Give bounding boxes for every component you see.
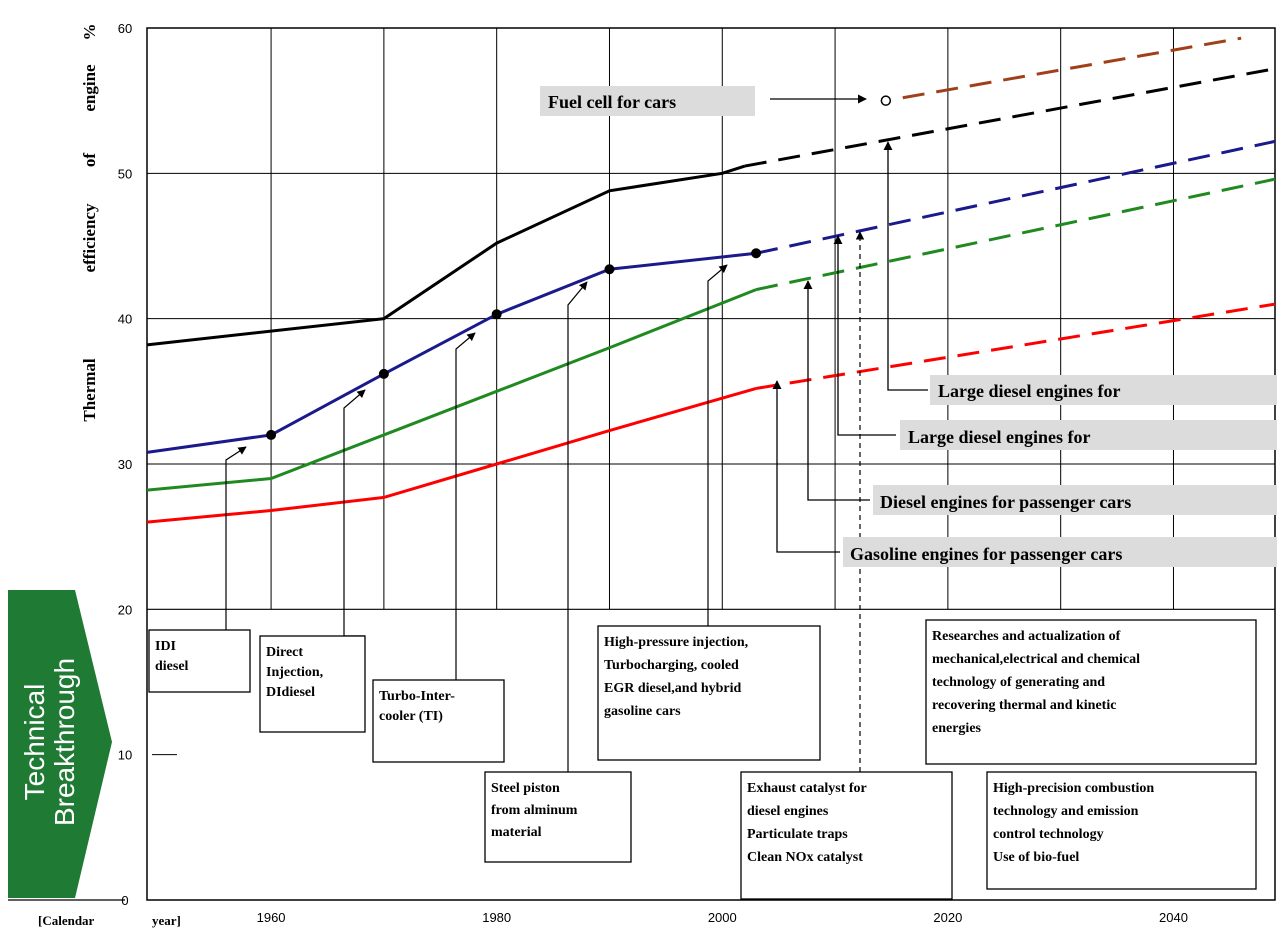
data-point: [751, 248, 762, 259]
series-line-solid: [146, 288, 757, 492]
technical-breakthrough-line: Technical: [19, 684, 50, 801]
breakthrough-note-line: technology of generating and: [932, 675, 1105, 690]
legend-label: Gasoline engines for passenger cars: [850, 544, 1122, 564]
y-tick-label: 30: [118, 457, 132, 472]
breakthrough-note-line: diesel engines: [747, 804, 829, 819]
legend-label: Fuel cell for cars: [548, 92, 676, 112]
y-tick-label: 20: [118, 602, 132, 617]
x-tick-label: 2020: [933, 910, 962, 925]
breakthrough-note-line: technology and emission: [993, 804, 1139, 819]
breakthrough-note-line: High-precision combustion: [993, 781, 1154, 796]
breakthrough-note-line: cooler (TI): [379, 709, 443, 724]
note-connector: [455, 332, 476, 680]
breakthrough-note-line: High-pressure injection,: [604, 635, 748, 650]
note-connector: [343, 389, 366, 637]
note-connector: [707, 264, 728, 626]
series-line-solid: [146, 386, 757, 524]
breakthrough-note-line: Researches and actualization of: [932, 629, 1121, 644]
legend-label: Large diesel engines for: [938, 381, 1120, 401]
y-axis-label: Thermal: [80, 358, 99, 422]
notes-layer: IDI diesel Direct Injection, DIdiesel Turbo-I…: [148, 619, 1257, 900]
breakthrough-note-line: from alminum: [491, 803, 578, 818]
data-point: [266, 429, 277, 440]
breakthrough-note-box: [925, 619, 1257, 765]
breakthrough-note-box: [372, 679, 505, 763]
breakthrough-note-line: material: [491, 825, 542, 840]
series-line-dashed: [902, 36, 1242, 100]
data-point: [378, 368, 389, 379]
breakthrough-note-line: energies: [932, 721, 982, 736]
y-axis-label: efficiency: [80, 203, 99, 272]
breakthrough-note-line: gasoline cars: [604, 704, 681, 719]
data-point: [604, 264, 615, 275]
y-tick-label: 60: [118, 21, 132, 36]
x-axis-label: year]: [152, 913, 181, 928]
breakthrough-note-line: EGR diesel,and hybrid: [604, 681, 742, 696]
breakthrough-note-line: Direct: [266, 645, 303, 660]
y-tick-label: 50: [118, 166, 132, 181]
legend-connector: [833, 235, 896, 436]
legend-label-box: [900, 420, 1277, 450]
legend-label: Diesel engines for passenger cars: [880, 492, 1131, 512]
legend-label-box: [843, 537, 1277, 567]
breakthrough-note-box: [259, 635, 366, 733]
y-axis-label: %: [80, 24, 99, 41]
y-axis-label: of: [80, 153, 99, 168]
series-line-solid: [146, 251, 757, 454]
breakthrough-note-line: Injection,: [266, 665, 323, 680]
breakthrough-note-box: [986, 771, 1257, 890]
breakthrough-note-line: Exhaust catalyst for: [747, 781, 867, 796]
series-layer: [146, 36, 1276, 524]
breakthrough-note-line: recovering thermal and kinetic: [932, 698, 1116, 713]
breakthrough-note-box: [484, 771, 632, 863]
breakthrough-note-box: [597, 625, 821, 761]
breakthrough-note-line: DIdiesel: [266, 685, 315, 700]
x-tick-label: 1980: [482, 910, 511, 925]
open-data-point: [880, 95, 892, 106]
legend-label-box: [540, 86, 755, 116]
breakthrough-note-line: diesel: [155, 659, 189, 674]
note-connector: [225, 446, 250, 633]
x-axis-label: [Calendar: [38, 913, 95, 928]
series-line-dashed: [755, 177, 1276, 292]
legend-label-box: [873, 485, 1277, 515]
technical-breakthrough-line: Breakthrough: [49, 658, 80, 826]
breakthrough-note-line: IDI: [155, 639, 176, 654]
x-tick-label: 2040: [1159, 910, 1188, 925]
data-point: [491, 309, 502, 320]
axis-layer: 010203040506019601980200020202040[Calend…: [8, 21, 1188, 928]
breakthrough-note-box: [148, 629, 251, 693]
x-tick-label: 2000: [708, 910, 737, 925]
series-line-dashed: [755, 302, 1276, 390]
legend-connector: [772, 380, 840, 553]
series-line-dashed: [744, 67, 1276, 168]
series-line-solid: [146, 164, 746, 347]
x-tick-label: 1960: [257, 910, 286, 925]
breakthrough-note-line: mechanical,electrical and chemical: [932, 652, 1140, 667]
legend-connector: [803, 280, 870, 501]
breakthrough-note-line: Turbo-Inter-: [379, 689, 455, 704]
breakthrough-note-line: Clean NOx catalyst: [747, 850, 863, 865]
breakthrough-note-line: Turbocharging, cooled: [604, 658, 739, 673]
technical-breakthrough-label: Technical Breakthrough: [19, 658, 80, 826]
note-connector: [567, 281, 588, 772]
plot-frame: [146, 27, 1276, 901]
breakthrough-note-line: control technology: [993, 827, 1104, 842]
legend-layer: Fuel cell for cars Large diesel engines f…: [540, 86, 1277, 567]
technical-breakthrough-arrow: [8, 590, 112, 898]
legend-label-box: [930, 375, 1277, 405]
breakthrough-note-box: [740, 771, 953, 900]
series-line-dashed: [755, 139, 1276, 255]
y-tick-label: 10: [118, 748, 132, 763]
legend-label: Large diesel engines for: [908, 427, 1090, 447]
y-axis-label: engine: [80, 64, 99, 112]
y-tick-label: 40: [118, 312, 132, 327]
breakthrough-note-line: Particulate traps: [747, 827, 848, 842]
breakthrough-note-line: Use of bio-fuel: [993, 850, 1079, 865]
legend-connector: [883, 141, 928, 391]
breakthrough-note-line: Steel piston: [491, 781, 560, 796]
grid-layer: [146, 27, 1276, 901]
